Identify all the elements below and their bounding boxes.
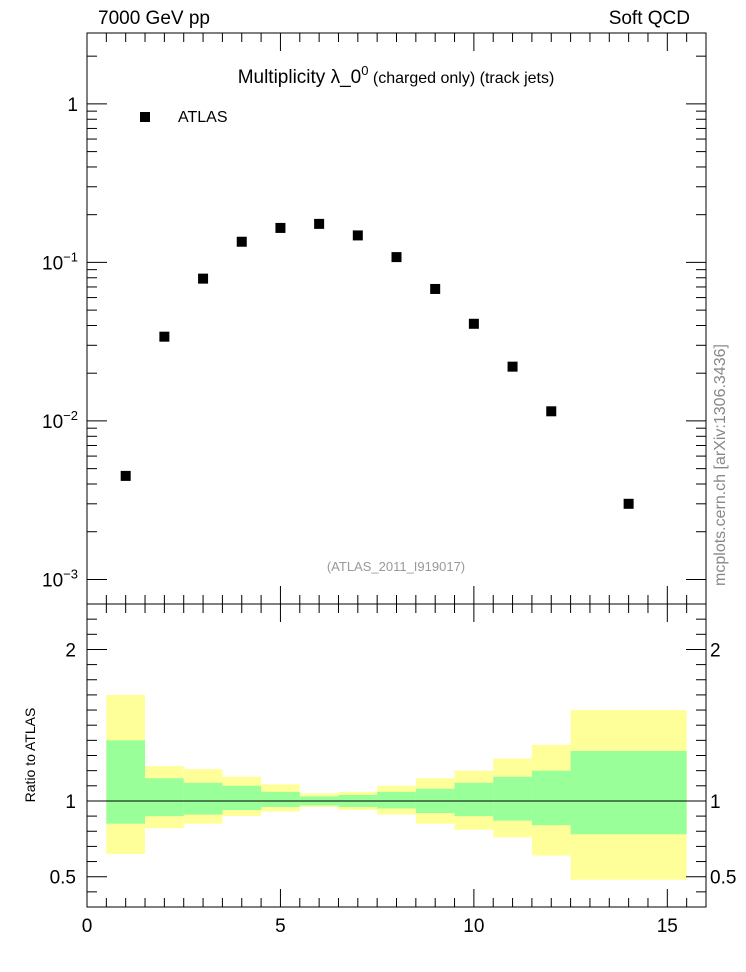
ratio-panel: 2 2 1 1 0.5 0.5 0 5 10 15 Ratio to ATLAS (22, 603, 737, 937)
data-point (314, 218, 325, 229)
legend-label-atlas: ATLAS (178, 109, 228, 126)
ratio-band-inner (493, 776, 532, 821)
legend-marker-atlas (140, 112, 150, 122)
x-tick-label: 5 (275, 916, 286, 937)
plot-title-main: Multiplicity λ_0 (238, 67, 362, 88)
data-point (546, 406, 557, 417)
x-tick-label: 0 (82, 916, 93, 937)
ratio-band-inner (106, 740, 146, 824)
ratio-band-inner (145, 778, 184, 817)
x-tick-label: 10 (463, 916, 484, 937)
ratio-band-inner (377, 791, 416, 809)
y-tick-label: 10−3 (42, 566, 78, 591)
atlas-data-points (120, 218, 634, 509)
upper-y-tick-labels: 1 10−1 10−2 10−3 (42, 95, 78, 592)
plot-title-suffix: (charged only) (track jets) (368, 70, 554, 87)
ratio-band-inner (183, 782, 223, 815)
data-point (275, 222, 286, 233)
distribution-panel: 1 10−1 10−2 10−3 Multiplicity λ_00 (charged… (42, 32, 707, 605)
plot-title: Multiplicity λ_00 (charged only) (track … (238, 63, 555, 88)
x-tick-label: 15 (657, 916, 678, 937)
data-point (507, 361, 518, 372)
y-tick-label: 10−2 (42, 408, 78, 433)
data-point (468, 318, 479, 329)
ratio-band-inner (222, 785, 262, 811)
analysis-watermark: (ATLAS_2011_I919017) (327, 559, 465, 574)
legend: ATLAS (140, 109, 228, 126)
ratio-band-inner (454, 782, 494, 817)
header-collision-energy: 7000 GeV pp (98, 8, 210, 29)
mcplots-credit: mcplots.cern.ch [arXiv:1306.3436] (712, 344, 729, 586)
lower-axis-ticks (86, 604, 706, 907)
data-point (430, 283, 441, 294)
ratio-y-tick-label-right: 2 (710, 640, 721, 661)
ratio-y-axis-label: Ratio to ATLAS (22, 708, 38, 803)
ratio-y-tick-label-left: 1 (65, 792, 76, 813)
y-tick-label: 10−1 (42, 249, 78, 274)
data-point (120, 470, 131, 481)
upper-axis-ticks (86, 33, 706, 604)
header-process-label: Soft QCD (608, 8, 690, 29)
data-point (352, 230, 363, 241)
data-point (391, 252, 402, 263)
data-point (159, 331, 170, 342)
data-point (198, 273, 209, 284)
ratio-uncertainty-bands (87, 694, 706, 880)
ratio-y-tick-label-right: 1 (710, 792, 721, 813)
y-tick-label: 1 (67, 95, 78, 116)
data-point (623, 498, 634, 509)
ratio-band-inner (261, 791, 300, 808)
ratio-y-tick-label-left: 0.5 (50, 868, 76, 889)
data-point (236, 236, 247, 247)
plot-title-superscript: 0 (361, 63, 368, 78)
ratio-y-tick-label-left: 2 (65, 640, 76, 661)
lower-tick-labels: 2 2 1 1 0.5 0.5 0 5 10 15 (50, 640, 737, 937)
ratio-band-inner (531, 770, 571, 826)
ratio-y-tick-label-right: 0.5 (710, 868, 736, 889)
ratio-band-inner (570, 750, 687, 835)
